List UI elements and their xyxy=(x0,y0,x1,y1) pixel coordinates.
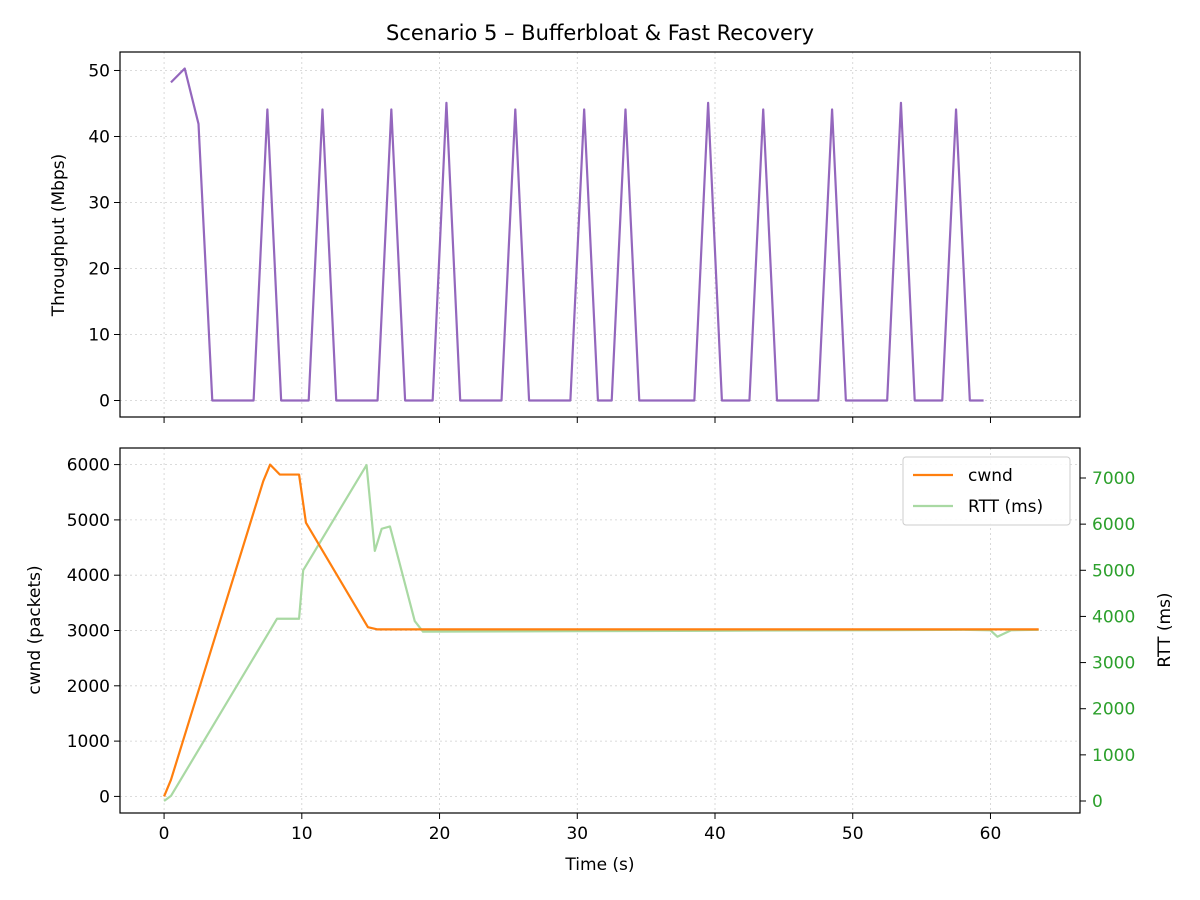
top-y-tick-label-5: 50 xyxy=(88,61,110,81)
bottom-series-group xyxy=(163,463,1039,802)
x-tick-label-6: 60 xyxy=(980,824,1002,844)
top-y-tick-label-2: 20 xyxy=(88,259,110,279)
bottom-y-tick-label-4: 4000 xyxy=(67,566,110,586)
bottom-y-tick-label-3: 3000 xyxy=(67,622,110,642)
bottom-plot-frame xyxy=(119,447,1081,814)
top-y-tick-label-1: 10 xyxy=(88,325,110,345)
top-y-tick-label-3: 30 xyxy=(88,193,110,213)
bottom-y2-tick-label-7: 7000 xyxy=(1092,469,1135,489)
bottom-y2-tick-label-1: 1000 xyxy=(1092,746,1135,766)
x-tick-label-1: 10 xyxy=(291,824,313,844)
top-y-tick-label-0: 0 xyxy=(99,391,110,411)
bottom-y-tick-label-0: 0 xyxy=(99,787,110,807)
cwnd-line xyxy=(163,463,1039,797)
bottom-y2-tick-label-2: 2000 xyxy=(1092,700,1135,720)
top-y-axis-label: Throughput (Mbps) xyxy=(49,154,69,318)
legend: cwnd RTT (ms) xyxy=(902,456,1071,526)
bottom-y2-tick-label-6: 6000 xyxy=(1092,515,1135,535)
x-tick-label-4: 40 xyxy=(704,824,726,844)
x-tick-label-2: 20 xyxy=(429,824,451,844)
top-series-group xyxy=(170,67,984,402)
x-tick-label-5: 50 xyxy=(842,824,864,844)
bottom-y2-tick-label-4: 4000 xyxy=(1092,607,1135,627)
top-plot-frame xyxy=(119,51,1081,418)
top-y-tick-label-4: 40 xyxy=(88,127,110,147)
chart-title: Scenario 5 – Bufferbloat & Fast Recovery xyxy=(386,21,814,45)
throughput-line xyxy=(170,67,984,402)
bottom-y2-tick-label-0: 0 xyxy=(1092,792,1103,812)
top-axes: 0 10 20 30 40 50 xyxy=(88,61,991,423)
bottom-y2-tick-label-3: 3000 xyxy=(1092,654,1135,674)
bottom-y2-tick-label-5: 5000 xyxy=(1092,561,1135,581)
x-tick-label-3: 30 xyxy=(566,824,588,844)
legend-label-cwnd: cwnd xyxy=(968,466,1013,486)
x-axis-label: Time (s) xyxy=(564,855,634,875)
bottom-y-tick-label-1: 1000 xyxy=(67,732,110,752)
bottom-y-tick-label-5: 5000 xyxy=(67,511,110,531)
bottom-grid xyxy=(120,448,1080,813)
bottom-y-axis-label: cwnd (packets) xyxy=(25,565,45,694)
bottom-y-tick-label-6: 6000 xyxy=(67,456,110,476)
legend-label-rtt: RTT (ms) xyxy=(968,497,1043,517)
bottom-y-tick-label-2: 2000 xyxy=(67,677,110,697)
x-tick-label-0: 0 xyxy=(159,824,170,844)
bottom-axes: 0 10 20 30 40 50 60 0 1000 2000 3000 4000 5000 6000 0 1… xyxy=(67,456,1136,844)
bottom-y2-axis-label: RTT (ms) xyxy=(1155,592,1175,667)
